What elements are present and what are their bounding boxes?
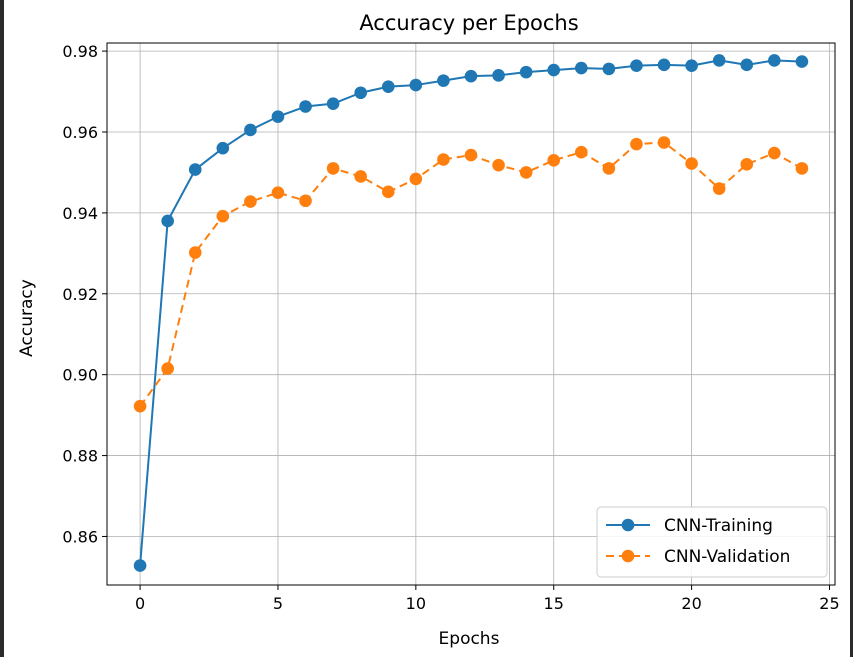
window-border-left <box>0 0 4 657</box>
data-point <box>271 186 285 199</box>
y-tick-label: 0.88 <box>62 447 98 466</box>
legend-label: CNN-Training <box>664 516 773 536</box>
data-point <box>657 58 671 72</box>
data-point <box>354 86 367 100</box>
data-point <box>602 162 616 175</box>
axis-ticks: 0 5 10 15 20 25 0.86 0.88 0.90 0.92 0.94 0.96 0.98 <box>62 42 839 613</box>
data-point <box>409 172 423 186</box>
x-tick-label: 10 <box>406 594 426 613</box>
y-tick-label: 0.96 <box>62 123 98 142</box>
x-tick-label: 25 <box>819 594 839 613</box>
data-point <box>161 214 174 228</box>
data-point <box>657 136 671 149</box>
data-point <box>216 209 230 223</box>
legend-box <box>596 506 828 578</box>
data-point <box>133 399 147 413</box>
data-point <box>795 162 809 175</box>
plot-frame <box>106 42 836 586</box>
y-tick-label: 0.90 <box>62 366 98 385</box>
series-line <box>139 59 802 566</box>
data-point <box>685 157 698 170</box>
data-point <box>188 246 202 259</box>
y-tick-label: 0.94 <box>62 204 98 223</box>
data-point <box>244 123 257 137</box>
data-point <box>299 100 312 113</box>
grid <box>107 43 835 585</box>
data-point <box>464 69 478 83</box>
data-point <box>161 362 174 375</box>
data-point <box>712 182 726 195</box>
legend-marker <box>621 549 635 563</box>
data-point <box>216 141 230 155</box>
data-point <box>326 97 340 110</box>
x-tick-label: 5 <box>273 594 283 613</box>
data-point <box>464 148 478 162</box>
data-point <box>381 80 395 93</box>
data-point <box>519 65 533 79</box>
chart-title: Accuracy per Epochs <box>359 11 578 35</box>
x-axis-label: Epochs <box>439 629 500 649</box>
data-point <box>685 59 698 72</box>
data-point <box>188 163 202 176</box>
data-point <box>326 162 340 175</box>
series-line <box>139 141 803 407</box>
data-point <box>381 185 395 199</box>
data-point <box>575 61 588 75</box>
data-point <box>437 153 450 166</box>
data-point <box>740 58 754 72</box>
data-point <box>437 74 450 87</box>
data-point <box>409 78 423 92</box>
data-point <box>133 559 147 572</box>
data-point <box>244 195 257 208</box>
data-point <box>768 146 781 160</box>
series-cnn-training <box>133 54 809 572</box>
data-point <box>492 69 505 82</box>
data-point <box>519 166 533 179</box>
y-axis-label: Accuracy <box>17 279 37 357</box>
data-point <box>712 54 726 67</box>
data-point <box>768 54 781 67</box>
data-point <box>602 62 616 76</box>
legend-marker <box>621 518 635 532</box>
data-point <box>271 110 285 123</box>
data-point <box>354 170 367 183</box>
data-point <box>299 194 312 208</box>
data-point <box>795 55 809 68</box>
data-point <box>547 153 561 167</box>
plot-series <box>133 54 809 572</box>
x-tick-label: 20 <box>681 594 701 613</box>
y-tick-label: 0.92 <box>62 285 98 304</box>
x-tick-label: 15 <box>544 594 564 613</box>
y-tick-label: 0.86 <box>62 527 98 546</box>
data-point <box>547 63 561 77</box>
window-border-right <box>850 0 853 657</box>
y-tick-label: 0.98 <box>62 42 98 61</box>
legend: CNN-Training CNN-Validation <box>596 506 828 578</box>
series-cnn-validation <box>133 136 809 413</box>
legend-label: CNN-Validation <box>664 547 790 567</box>
data-point <box>575 145 588 159</box>
x-tick-label: 0 <box>135 594 145 613</box>
data-point <box>492 158 505 172</box>
data-point <box>740 158 754 171</box>
data-point <box>630 59 643 72</box>
data-point <box>630 137 643 151</box>
